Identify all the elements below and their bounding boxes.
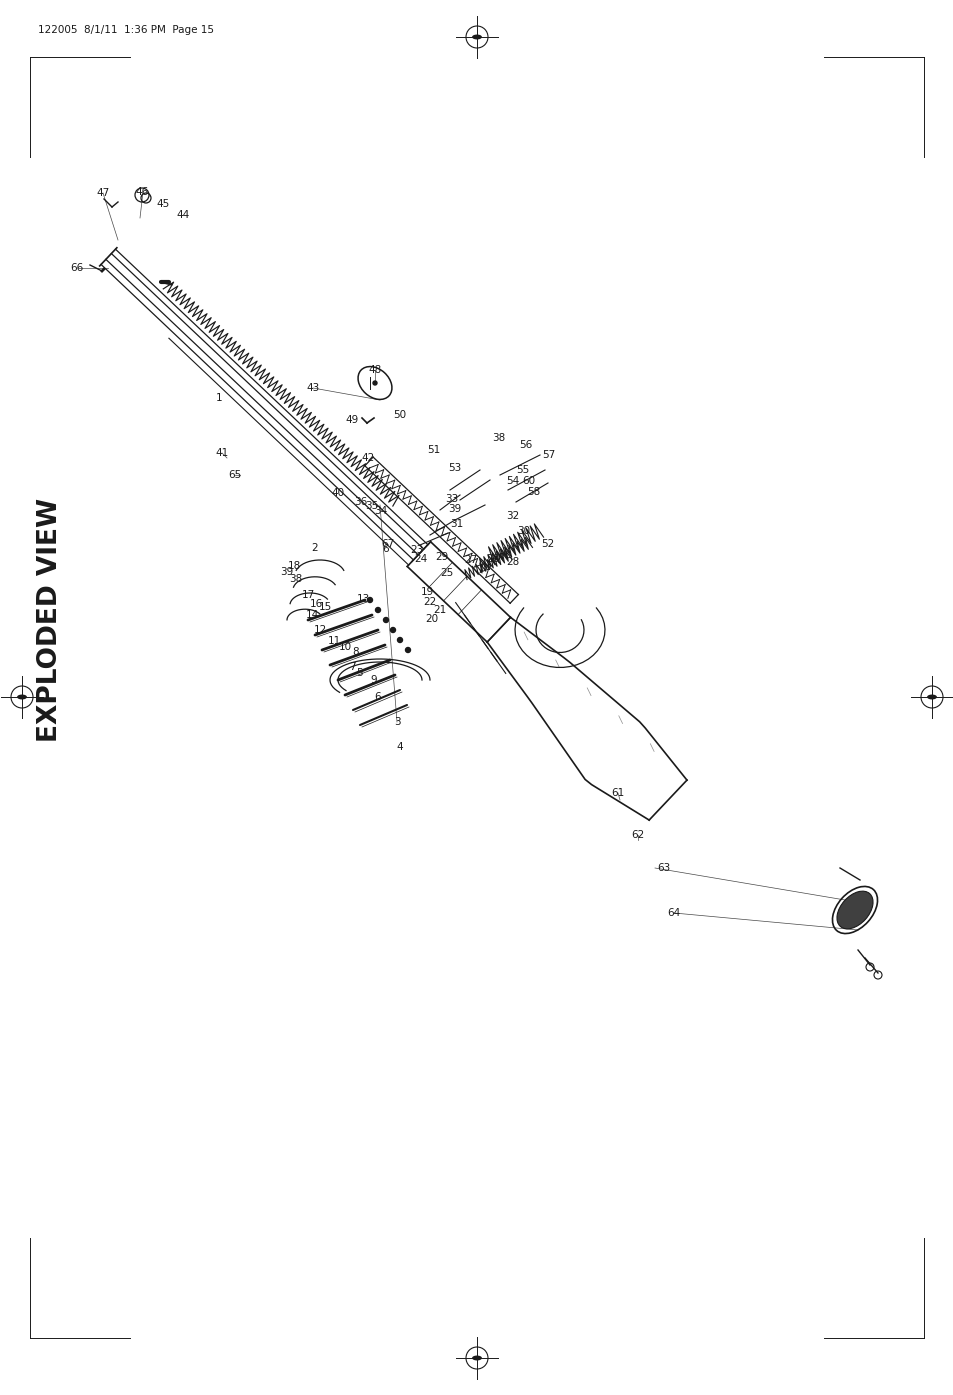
Text: 56: 56	[518, 439, 532, 451]
Text: 10: 10	[338, 642, 352, 651]
Text: 19: 19	[420, 587, 434, 597]
Text: 44: 44	[176, 211, 190, 220]
Text: 57: 57	[542, 451, 555, 460]
Text: 63: 63	[657, 864, 670, 873]
Text: 66: 66	[71, 264, 84, 273]
Text: 54: 54	[506, 476, 519, 485]
Text: 20: 20	[425, 614, 438, 624]
Text: 14: 14	[305, 610, 318, 619]
Text: 30: 30	[517, 526, 530, 536]
Text: 64: 64	[667, 908, 679, 918]
Circle shape	[383, 618, 388, 622]
Text: 21: 21	[433, 605, 446, 615]
Text: 62: 62	[631, 830, 644, 840]
Text: 2: 2	[312, 543, 318, 552]
Text: 6: 6	[375, 692, 381, 702]
Text: 61: 61	[611, 788, 624, 798]
Text: 8: 8	[353, 647, 359, 657]
Text: 4: 4	[396, 742, 403, 752]
Text: 31: 31	[450, 519, 463, 529]
Ellipse shape	[17, 695, 27, 699]
Circle shape	[367, 597, 372, 603]
Text: 38: 38	[492, 432, 505, 444]
Text: 50: 50	[393, 410, 406, 420]
Text: 26: 26	[486, 554, 499, 564]
Text: 29: 29	[435, 552, 448, 562]
Text: 11: 11	[327, 636, 340, 646]
Text: EXPLODED VIEW: EXPLODED VIEW	[37, 498, 63, 742]
Text: 15: 15	[318, 603, 332, 612]
Text: 6: 6	[382, 544, 389, 554]
Text: 42: 42	[361, 453, 375, 463]
Circle shape	[375, 607, 380, 612]
Text: 51: 51	[427, 445, 440, 455]
Text: 25: 25	[440, 568, 453, 578]
Text: 22: 22	[423, 597, 436, 607]
Text: 35: 35	[365, 501, 378, 511]
Text: 17: 17	[301, 590, 314, 600]
Text: 47: 47	[96, 188, 110, 198]
Ellipse shape	[472, 35, 481, 39]
Text: 122005  8/1/11  1:36 PM  Page 15: 122005 8/1/11 1:36 PM Page 15	[38, 25, 213, 35]
Text: 18: 18	[287, 561, 300, 571]
Text: 33: 33	[445, 494, 458, 504]
Text: 65: 65	[228, 470, 241, 480]
Text: 55: 55	[516, 465, 529, 476]
Text: 34: 34	[374, 506, 387, 516]
Circle shape	[397, 638, 402, 643]
Text: 60: 60	[522, 476, 535, 485]
Text: 5: 5	[356, 668, 363, 678]
Ellipse shape	[926, 695, 936, 699]
Text: 58: 58	[527, 487, 540, 497]
Text: 39: 39	[448, 504, 461, 513]
Text: 24: 24	[414, 554, 427, 564]
Text: 52: 52	[540, 538, 554, 550]
Ellipse shape	[836, 891, 872, 929]
Circle shape	[405, 647, 410, 653]
Text: 45: 45	[156, 199, 170, 209]
Text: 9: 9	[371, 675, 377, 685]
Text: 36: 36	[354, 497, 367, 506]
Text: 48: 48	[368, 365, 381, 375]
Text: 13: 13	[356, 594, 369, 604]
Text: 1: 1	[215, 393, 222, 403]
Text: 12: 12	[313, 625, 326, 635]
Text: 16: 16	[309, 598, 322, 610]
Text: 32: 32	[506, 511, 519, 520]
Ellipse shape	[472, 1356, 481, 1360]
Text: 28: 28	[506, 557, 519, 566]
Text: 23: 23	[410, 545, 423, 555]
Text: 7: 7	[349, 663, 355, 672]
Text: 49: 49	[345, 414, 358, 425]
Text: 3: 3	[394, 717, 400, 727]
Text: 39: 39	[280, 566, 294, 578]
Text: 40: 40	[331, 488, 344, 498]
Circle shape	[373, 381, 376, 385]
Text: 43: 43	[306, 384, 319, 393]
Text: 38: 38	[289, 573, 302, 585]
Text: 41: 41	[215, 448, 229, 458]
Text: 67: 67	[381, 538, 395, 550]
Text: 53: 53	[448, 463, 461, 473]
Text: 46: 46	[135, 187, 149, 197]
Text: 27: 27	[464, 555, 477, 565]
Circle shape	[390, 628, 395, 632]
